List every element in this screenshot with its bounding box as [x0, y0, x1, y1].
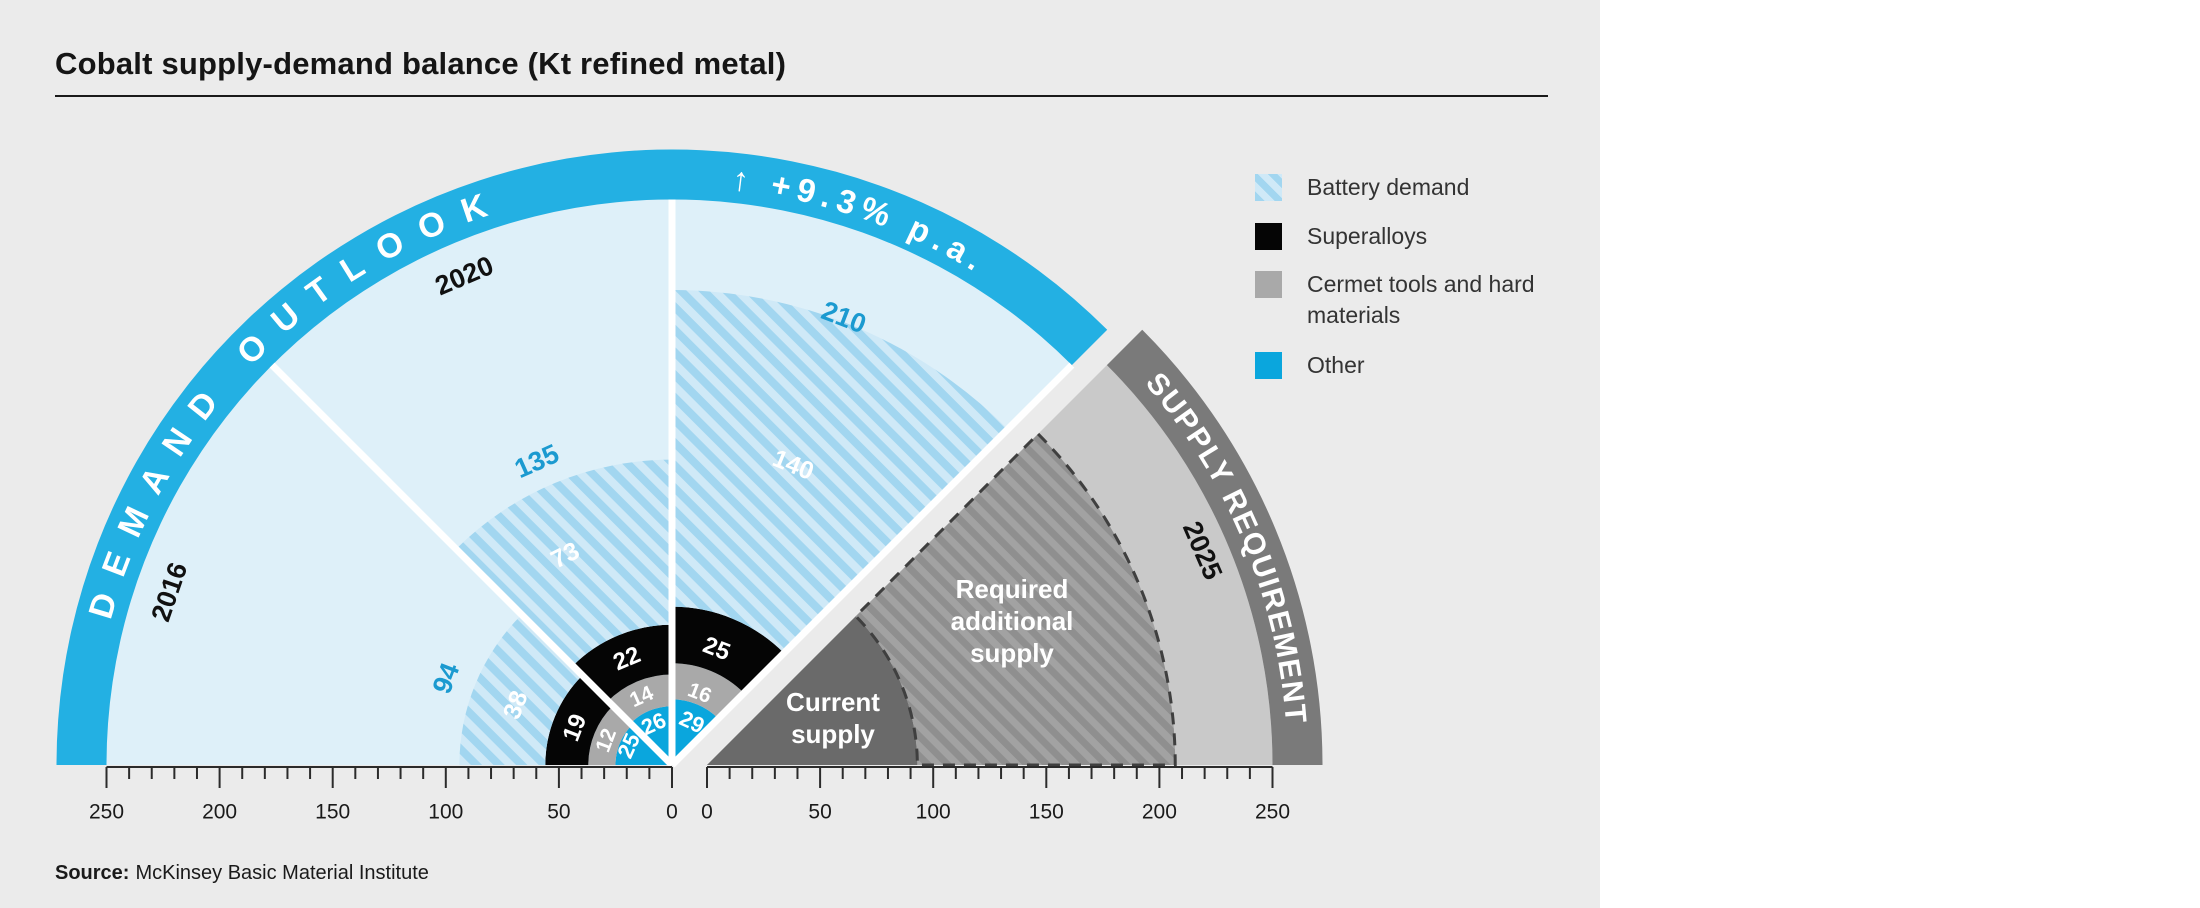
- legend-item-other: Other: [1255, 352, 1537, 381]
- current-supply-label: supply: [791, 719, 875, 749]
- demand-2-battery-segment: [672, 289, 1008, 654]
- legend-swatch-other-icon: [1255, 352, 1282, 379]
- supply-axis-tick-label: 150: [1029, 801, 1064, 824]
- source-note: Source: McKinsey Basic Material Institute: [55, 862, 429, 885]
- legend-swatch-battery-icon: [1255, 174, 1282, 201]
- sector-divider-line: [269, 362, 675, 768]
- legend-item-superalloys: Superalloys: [1255, 223, 1537, 252]
- legend-swatch-superalloys-icon: [1255, 223, 1282, 250]
- demand-axis-tick-label: 100: [428, 801, 463, 824]
- demand-1-cermet-segment: [608, 674, 672, 724]
- title-divider: [55, 95, 1548, 97]
- supply-axis-tick-label: 200: [1142, 801, 1177, 824]
- required-additional-supply-sector: [853, 431, 1177, 767]
- demand-axis-tick-label: 0: [666, 801, 678, 824]
- legend-label-other: Other: [1307, 352, 1365, 378]
- required-additional-supply-label: Required: [956, 574, 1069, 604]
- source-label: Source:: [55, 862, 130, 884]
- required-additional-supply-label: additional: [951, 606, 1074, 636]
- supply-axis-tick-label: 50: [808, 801, 831, 824]
- page-title: Cobalt supply-demand balance (Kt refined…: [55, 46, 787, 81]
- supply-requirement-band: [1106, 329, 1323, 765]
- sector-divider-line: [669, 362, 1075, 768]
- current-supply-sector: [707, 616, 918, 765]
- current-supply-label: Current: [786, 687, 880, 717]
- demand-axis-tick-label: 250: [89, 801, 124, 824]
- demand-outlook-band: [56, 149, 1108, 765]
- demand-axis-tick-label: 150: [315, 801, 350, 824]
- legend-swatch-cermet-icon: [1255, 271, 1282, 298]
- legend-label-cermet: Cermet tools and hard materials: [1307, 271, 1535, 328]
- legend-label-superalloys: Superalloys: [1307, 223, 1428, 249]
- required-additional-supply-label: supply: [970, 638, 1054, 668]
- right-whitespace-panel: [1600, 0, 2200, 908]
- demand-2-superalloys-segment: [672, 606, 784, 694]
- demand-1-battery-segment: [456, 459, 672, 666]
- supply-axis-tick-label: 250: [1255, 801, 1290, 824]
- legend-item-battery-demand: Battery demand: [1255, 174, 1537, 203]
- legend-item-cermet: Cermet tools and hard materials: [1255, 271, 1537, 331]
- demand-0-battery-segment: [459, 614, 583, 765]
- demand-axis-tick-label: 50: [547, 801, 570, 824]
- supply-axis-tick-label: 100: [916, 801, 951, 824]
- supply-axis-tick-label: 0: [701, 801, 713, 824]
- demand-axis-tick-label: 200: [202, 801, 237, 824]
- demand-0-cermet-segment: [588, 705, 633, 765]
- demand-1-superalloys-segment: [572, 624, 672, 702]
- source-text: McKinsey Basic Material Institute: [135, 862, 429, 884]
- legend-label-battery: Battery demand: [1307, 174, 1470, 200]
- demand-0-superalloys-segment: [545, 675, 613, 765]
- demand-2-cermet-segment: [672, 663, 744, 719]
